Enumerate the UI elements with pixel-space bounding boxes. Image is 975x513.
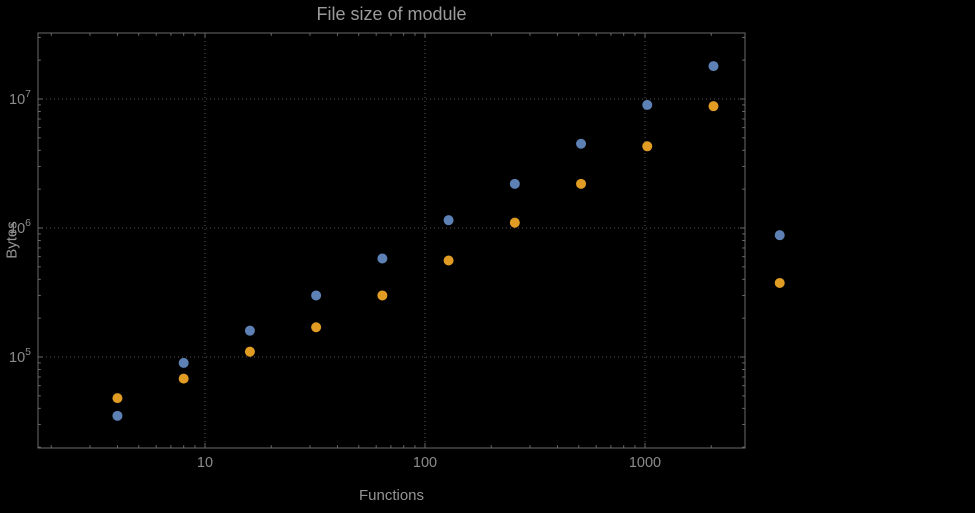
plot-frame	[37, 32, 746, 449]
data-point-orange	[708, 101, 719, 112]
y-tick-label: 106	[9, 217, 31, 237]
y-tick-label: 107	[9, 88, 31, 108]
data-point-blue	[774, 230, 785, 241]
data-point-orange	[178, 373, 189, 384]
data-point-orange	[244, 346, 255, 357]
y-tick-label: 105	[9, 346, 31, 366]
data-point-orange	[443, 255, 454, 266]
data-point-orange	[509, 217, 520, 228]
data-point-blue	[443, 215, 454, 226]
data-point-blue	[244, 325, 255, 336]
data-point-orange	[576, 178, 587, 189]
x-tick-label: 100	[413, 455, 437, 471]
data-point-blue	[509, 178, 520, 189]
data-point-orange	[774, 277, 785, 288]
data-point-blue	[311, 290, 322, 301]
x-tick-label: 10	[197, 455, 213, 471]
data-point-orange	[377, 290, 388, 301]
x-axis-label: Functions	[358, 487, 425, 504]
x-tick-label: 1000	[629, 455, 661, 471]
data-point-orange	[311, 322, 322, 333]
data-point-blue	[112, 410, 123, 421]
data-point-blue	[708, 61, 719, 72]
data-point-orange	[112, 393, 123, 404]
chart-title: File size of module	[316, 4, 467, 24]
data-point-orange	[642, 141, 653, 152]
data-point-blue	[178, 357, 189, 368]
data-point-blue	[377, 253, 388, 264]
data-point-blue	[642, 99, 653, 110]
data-point-blue	[576, 138, 587, 149]
